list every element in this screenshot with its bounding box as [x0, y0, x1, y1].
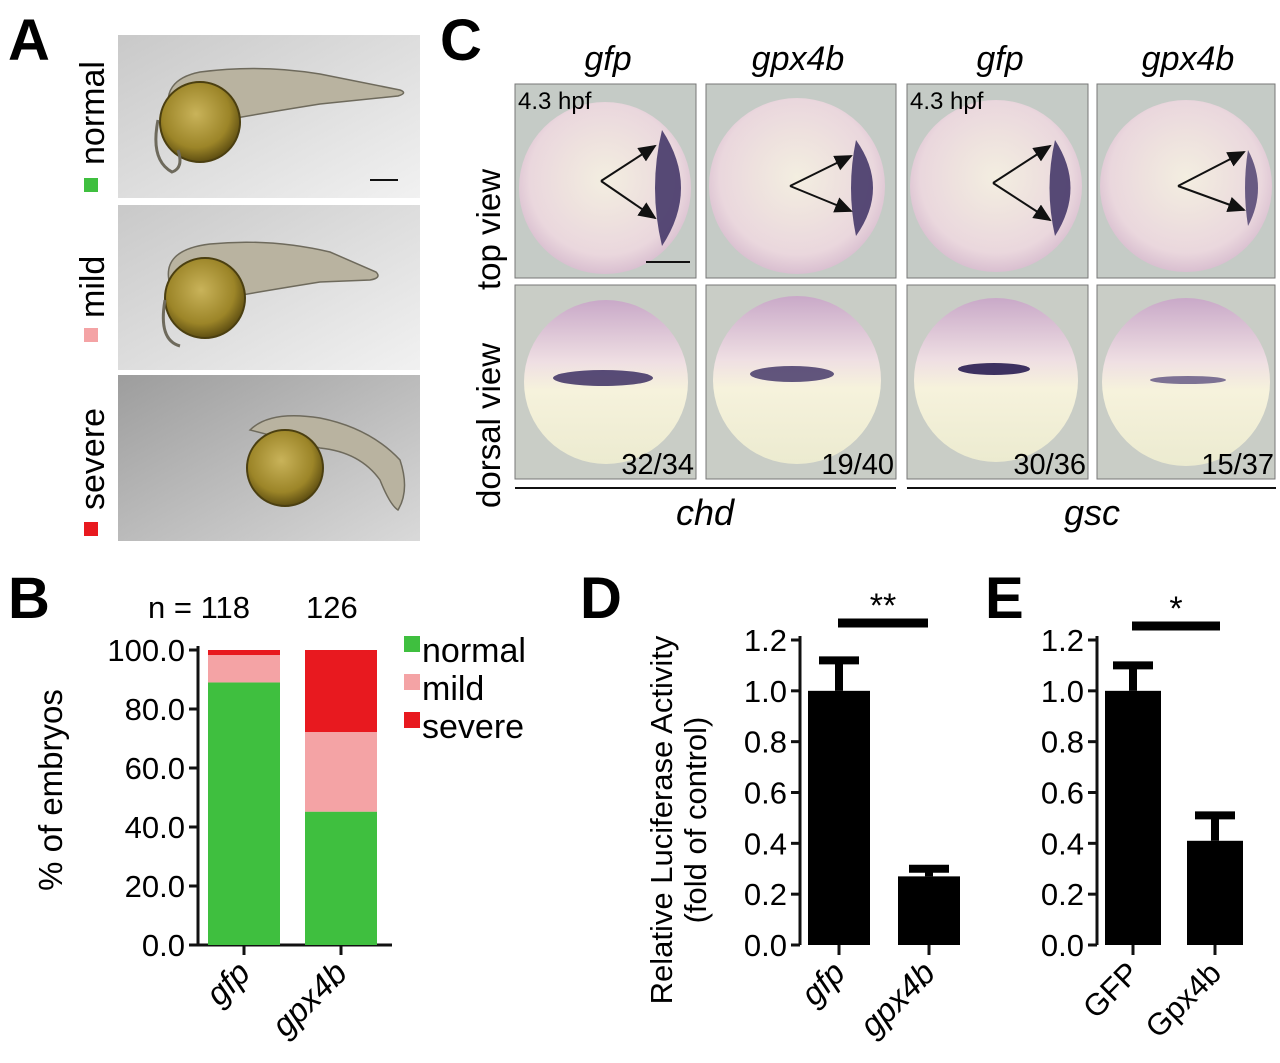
x-tick-label: gpx4b — [264, 954, 354, 1044]
dorsal-view-image-chd-gfp — [514, 284, 697, 480]
y-tick-label: 0.2 — [1041, 877, 1084, 912]
top-view-image-gsc-gpx4b — [1096, 83, 1276, 279]
bar-segment-normal — [208, 682, 280, 945]
legend-label-normal: normal — [422, 632, 526, 670]
col-label-gfp-1: gfp — [584, 40, 631, 78]
gene-label-gsc: gsc — [1064, 492, 1120, 533]
n-label-gpx4b: 126 — [306, 590, 358, 625]
y-tick-label: 0.0 — [1041, 928, 1084, 963]
x-tick-label: gpx4b — [852, 954, 942, 1044]
panel-letter-a: A — [8, 8, 50, 73]
legend-swatch-mild — [404, 674, 420, 690]
y-axis-title: Relative Luciferase Activity — [644, 635, 679, 1004]
dorsal-view-image-gsc-gfp — [906, 284, 1089, 480]
y-axis-title: (fold of control) — [678, 717, 713, 924]
y-tick-label: 40.0 — [125, 810, 185, 845]
y-tick-label: 0.4 — [744, 826, 787, 861]
panel-a-image-normal — [118, 35, 420, 198]
legend-swatch-mild — [84, 328, 98, 342]
panel-letter-b: B — [8, 566, 50, 631]
significance-label: * — [1169, 590, 1182, 628]
bar — [898, 876, 960, 945]
row-label-severe: severe — [74, 408, 112, 510]
y-tick-label: 0.6 — [1041, 776, 1084, 811]
bar-segment-severe — [305, 650, 377, 733]
chart-d: 0.0 0.2 0.4 0.6 0.8 1.0 1.2 ** gfp gpx4b Relative … — [644, 587, 960, 1044]
bar-segment-severe — [208, 650, 280, 656]
y-tick-label: 1.0 — [1041, 674, 1084, 709]
dorsal-view-image-gsc-gpx4b — [1096, 284, 1276, 480]
x-tick-label: gfp — [793, 954, 852, 1013]
y-tick-label: 0.6 — [744, 776, 787, 811]
y-tick-label: 80.0 — [125, 692, 185, 727]
count-label-3: 30/36 — [1013, 449, 1086, 481]
row-label-top-view: top view — [470, 169, 507, 290]
panel-a-label-normal: normal — [74, 61, 112, 192]
top-view-image-chd-gpx4b — [705, 83, 897, 279]
count-label-2: 19/40 — [821, 449, 894, 481]
y-tick-label: 20.0 — [125, 869, 185, 904]
y-tick-label: 0.4 — [1041, 826, 1084, 861]
bar — [808, 690, 870, 945]
y-tick-label: 1.0 — [744, 674, 787, 709]
y-tick-label: 0.2 — [744, 877, 787, 912]
gene-label-chd: chd — [676, 492, 735, 533]
significance-label: ** — [870, 587, 896, 625]
row-label-mild: mild — [74, 256, 112, 318]
y-tick-label: 1.2 — [744, 623, 787, 658]
count-label-1: 32/34 — [621, 449, 694, 481]
x-tick-label: gfp — [198, 954, 257, 1013]
legend-label-mild: mild — [422, 670, 484, 708]
legend-swatch-normal — [84, 178, 98, 192]
col-label-gpx4b-1: gpx4b — [752, 40, 845, 78]
row-label-dorsal-view: dorsal view — [470, 343, 507, 508]
panel-a-image-mild — [118, 205, 420, 370]
bar-segment-mild — [305, 732, 377, 812]
legend-swatch-normal — [404, 636, 420, 652]
col-label-gpx4b-2: gpx4b — [1142, 40, 1235, 78]
row-label-normal: normal — [74, 61, 112, 165]
bar — [1187, 840, 1243, 945]
y-tick-label: 0.8 — [744, 725, 787, 760]
top-view-image-chd-gfp — [514, 83, 697, 279]
legend-swatch-severe — [404, 712, 420, 728]
stage-label-1: 4.3 hpf — [518, 88, 592, 115]
panel-letter-d: D — [580, 566, 622, 631]
legend-label-severe: severe — [422, 708, 524, 746]
y-tick-label: 0.8 — [1041, 725, 1084, 760]
panel-letter-e: E — [985, 566, 1024, 631]
chart-b: 0.0 20.0 40.0 60.0 80.0 100.0 gfp gpx4b % of emb… — [32, 632, 526, 1044]
y-tick-label: 100.0 — [107, 633, 185, 668]
x-tick-label: Gpx4b — [1139, 955, 1228, 1044]
y-tick-label: 0.0 — [744, 928, 787, 963]
top-view-image-gsc-gfp — [906, 83, 1089, 279]
bar-segment-normal — [305, 811, 377, 945]
y-tick-label: 60.0 — [125, 751, 185, 786]
dorsal-view-image-chd-gpx4b — [705, 284, 897, 480]
bar-segment-mild — [208, 655, 280, 683]
x-tick-label: GFP — [1076, 955, 1146, 1025]
col-label-gfp-2: gfp — [976, 40, 1023, 78]
n-label-gfp: n = 118 — [148, 590, 250, 625]
bar — [1105, 690, 1161, 945]
y-axis-title: % of embryos — [32, 689, 69, 891]
y-tick-label: 0.0 — [142, 928, 185, 963]
panel-a-label-mild: mild — [74, 256, 112, 342]
count-label-4: 15/37 — [1201, 449, 1274, 481]
stage-label-2: 4.3 hpf — [910, 88, 984, 115]
n-labels: n = 118 126 — [148, 590, 358, 625]
y-tick-label: 1.2 — [1041, 623, 1084, 658]
legend-swatch-severe — [84, 522, 98, 536]
panel-a-label-severe: severe — [74, 408, 112, 536]
panel-letter-c: C — [440, 8, 482, 73]
panel-a-image-severe — [118, 375, 420, 541]
